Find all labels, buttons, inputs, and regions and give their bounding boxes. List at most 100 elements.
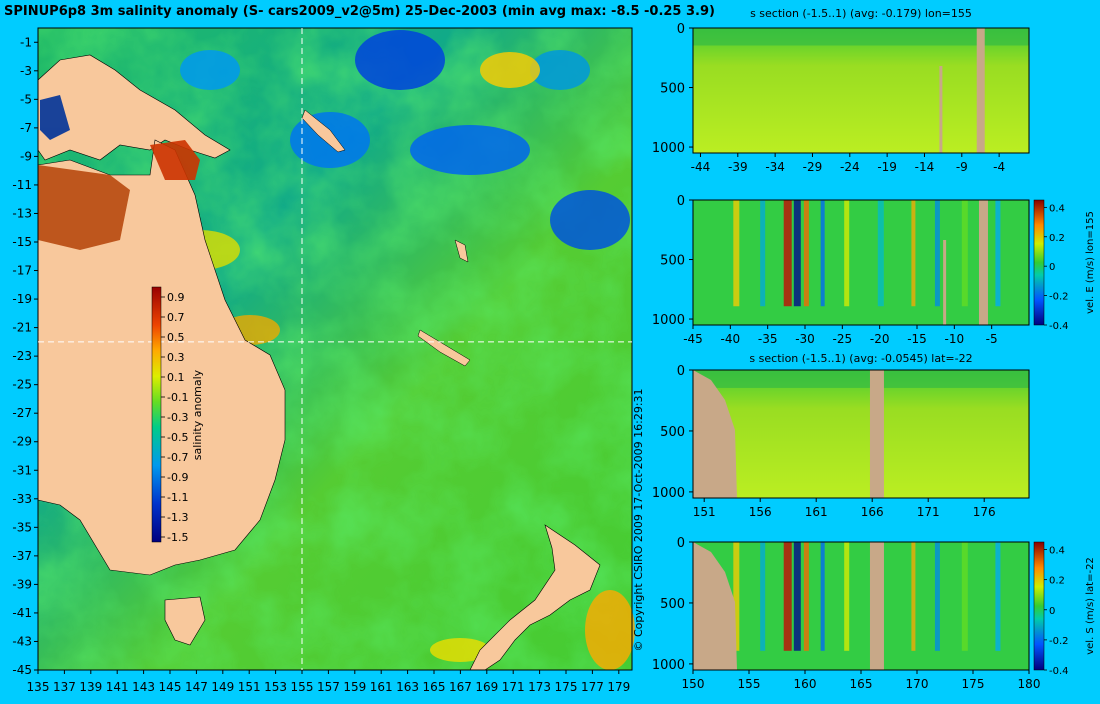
- velocity-stripe: [877, 200, 884, 307]
- velocity-colorbar-tick-label: 0: [1049, 262, 1055, 273]
- map-x-tick-label: 173: [528, 680, 551, 694]
- velocity-stripe: [961, 542, 968, 651]
- map-coastal-anomaly: [38, 95, 200, 250]
- velocity-colorbar-tick-label: -0.2: [1049, 636, 1069, 647]
- new-zealand: [469, 524, 601, 671]
- section-x-tick-label: -35: [758, 332, 778, 346]
- section-x-tick-label: 166: [861, 505, 884, 519]
- velocity-stripe: [820, 200, 825, 307]
- section-y-tick-label: 1000: [652, 313, 685, 328]
- section-y-tick-label: 1000: [652, 658, 685, 673]
- map-y-tick-label: -17: [12, 264, 32, 278]
- section-x-tick-label: -44: [691, 160, 711, 174]
- section-x-tick-label: -14: [915, 160, 935, 174]
- section-x-tick-label: 151: [693, 505, 716, 519]
- section-x-tick-label: -4: [993, 160, 1005, 174]
- section-x-tick-label: -15: [907, 332, 927, 346]
- map-colorbar-tick-label: 0.5: [167, 331, 185, 344]
- section-y-tick-label: 0: [677, 194, 685, 209]
- section-x-tick-label: 170: [906, 677, 929, 691]
- map-x-tick-label: 143: [132, 680, 155, 694]
- velocity-stripe: [844, 542, 850, 651]
- map-x-tick-label: 135: [27, 680, 50, 694]
- section-x-tick-label: -20: [870, 332, 890, 346]
- velocity-stripe: [760, 542, 766, 651]
- section-x-tick-label: -29: [803, 160, 823, 174]
- map-y-tick-label: -29: [12, 435, 32, 449]
- velocity-stripe: [803, 200, 809, 307]
- section-x-tick-label: 160: [794, 677, 817, 691]
- velocity-stripe: [803, 542, 809, 651]
- map-title: SPINUP6p8 3m salinity anomaly (S- cars20…: [4, 4, 715, 19]
- section-x-tick-label: -24: [840, 160, 860, 174]
- section-x-tick-label: 156: [749, 505, 772, 519]
- section-field: [693, 370, 1029, 498]
- map-colorbar-tick-label: -1.1: [167, 491, 188, 504]
- new-caledonia: [417, 329, 471, 367]
- section-x-tick-label: -45: [683, 332, 703, 346]
- section-x-tick-label: -40: [721, 332, 741, 346]
- map-y-tick-label: -13: [12, 206, 32, 220]
- section-panel-1: s section (-1.5..1) (avg: -0.179) lon=15…: [652, 7, 1030, 174]
- map-x-tick-label: 139: [79, 680, 102, 694]
- map-y-tick-label: -21: [12, 321, 32, 335]
- map-y-tick-label: -9: [20, 149, 32, 163]
- section-title: s section (-1.5..1) (avg: -0.0545) lat=-…: [749, 352, 972, 365]
- map-y-tick-label: -1: [20, 35, 32, 49]
- map-x-tick-label: 169: [475, 680, 498, 694]
- map-x-axis: 135 137 139 141 143 145 147 149 151 153 155 157 159 1…: [27, 670, 630, 694]
- velocity-colorbar-tick-label: -0.4: [1049, 321, 1069, 332]
- section-y-tick-label: 1000: [652, 486, 685, 501]
- section-field: [693, 28, 1029, 153]
- map-land: [37, 54, 601, 671]
- map-x-tick-label: 141: [106, 680, 129, 694]
- map-x-tick-label: 159: [343, 680, 366, 694]
- section-field: [693, 200, 1029, 325]
- map-x-tick-label: 137: [53, 680, 76, 694]
- velocity-stripe: [911, 542, 916, 651]
- map-x-tick-label: 175: [555, 680, 578, 694]
- velocity-stripe: [783, 542, 792, 651]
- velocity-stripe: [793, 542, 801, 651]
- velocity-stripe: [934, 200, 940, 307]
- tasmania: [164, 596, 206, 646]
- velocity-stripe: [995, 542, 1001, 651]
- velocity-colorbar-label: vel. E (m/s) lon=155: [1085, 211, 1096, 314]
- section-y-tick-label: 500: [660, 425, 685, 440]
- map-x-tick-label: 149: [211, 680, 234, 694]
- map-x-tick-label: 167: [449, 680, 472, 694]
- velocity-stripe: [961, 200, 968, 307]
- map-colorbar-tick-label: -0.9: [167, 471, 188, 484]
- velocity-stripe: [934, 542, 940, 651]
- section-panel-4: 150 155 160 165 170 175 180 0 500 1000 0.4 0.2 0 -0.2…: [652, 536, 1096, 691]
- section-title: s section (-1.5..1) (avg: -0.179) lon=15…: [750, 7, 972, 20]
- map-y-tick-label: -39: [12, 577, 32, 591]
- map-x-tick-label: 179: [607, 680, 630, 694]
- section-y-tick-label: 1000: [652, 141, 685, 156]
- map-blue-patches: [180, 30, 630, 250]
- copyright-text: © Copyright CSIRO 2009 17-Oct-2009 16:29…: [632, 388, 645, 651]
- velocity-colorbar-tick-label: -0.2: [1049, 292, 1069, 303]
- map-x-tick-label: 147: [185, 680, 208, 694]
- velocity-stripe: [844, 200, 850, 307]
- section-surface-layer: [693, 28, 1029, 46]
- map-y-tick-label: -33: [12, 492, 32, 506]
- section-x-tick-label: 155: [738, 677, 761, 691]
- section-y-tick-label: 500: [660, 82, 685, 97]
- velocity-colorbar-tick-label: 0: [1049, 606, 1055, 617]
- section-y-tick-label: 500: [660, 254, 685, 269]
- section-x-tick-label: -5: [986, 332, 998, 346]
- map-x-tick-label: 177: [581, 680, 604, 694]
- velocity-stripe: [793, 200, 801, 307]
- velocity-colorbar: [1033, 541, 1045, 671]
- map-colorbar-tick-label: -1.5: [167, 531, 188, 544]
- section-land-mask: [693, 542, 737, 670]
- map-colorbar-tick-label: 0.3: [167, 351, 185, 364]
- map-y-tick-label: -35: [12, 520, 32, 534]
- map-y-axis: -1 -3 -5 -7 -9 -11 -13 -15 -17 -19 -21 -23 -25 -27 -29…: [12, 35, 38, 677]
- section-x-tick-label: -30: [795, 332, 815, 346]
- section-x-tick-label: -10: [945, 332, 965, 346]
- velocity-colorbar: [1033, 199, 1045, 326]
- map-y-tick-label: -43: [12, 634, 32, 648]
- map-y-tick-label: -11: [12, 178, 32, 192]
